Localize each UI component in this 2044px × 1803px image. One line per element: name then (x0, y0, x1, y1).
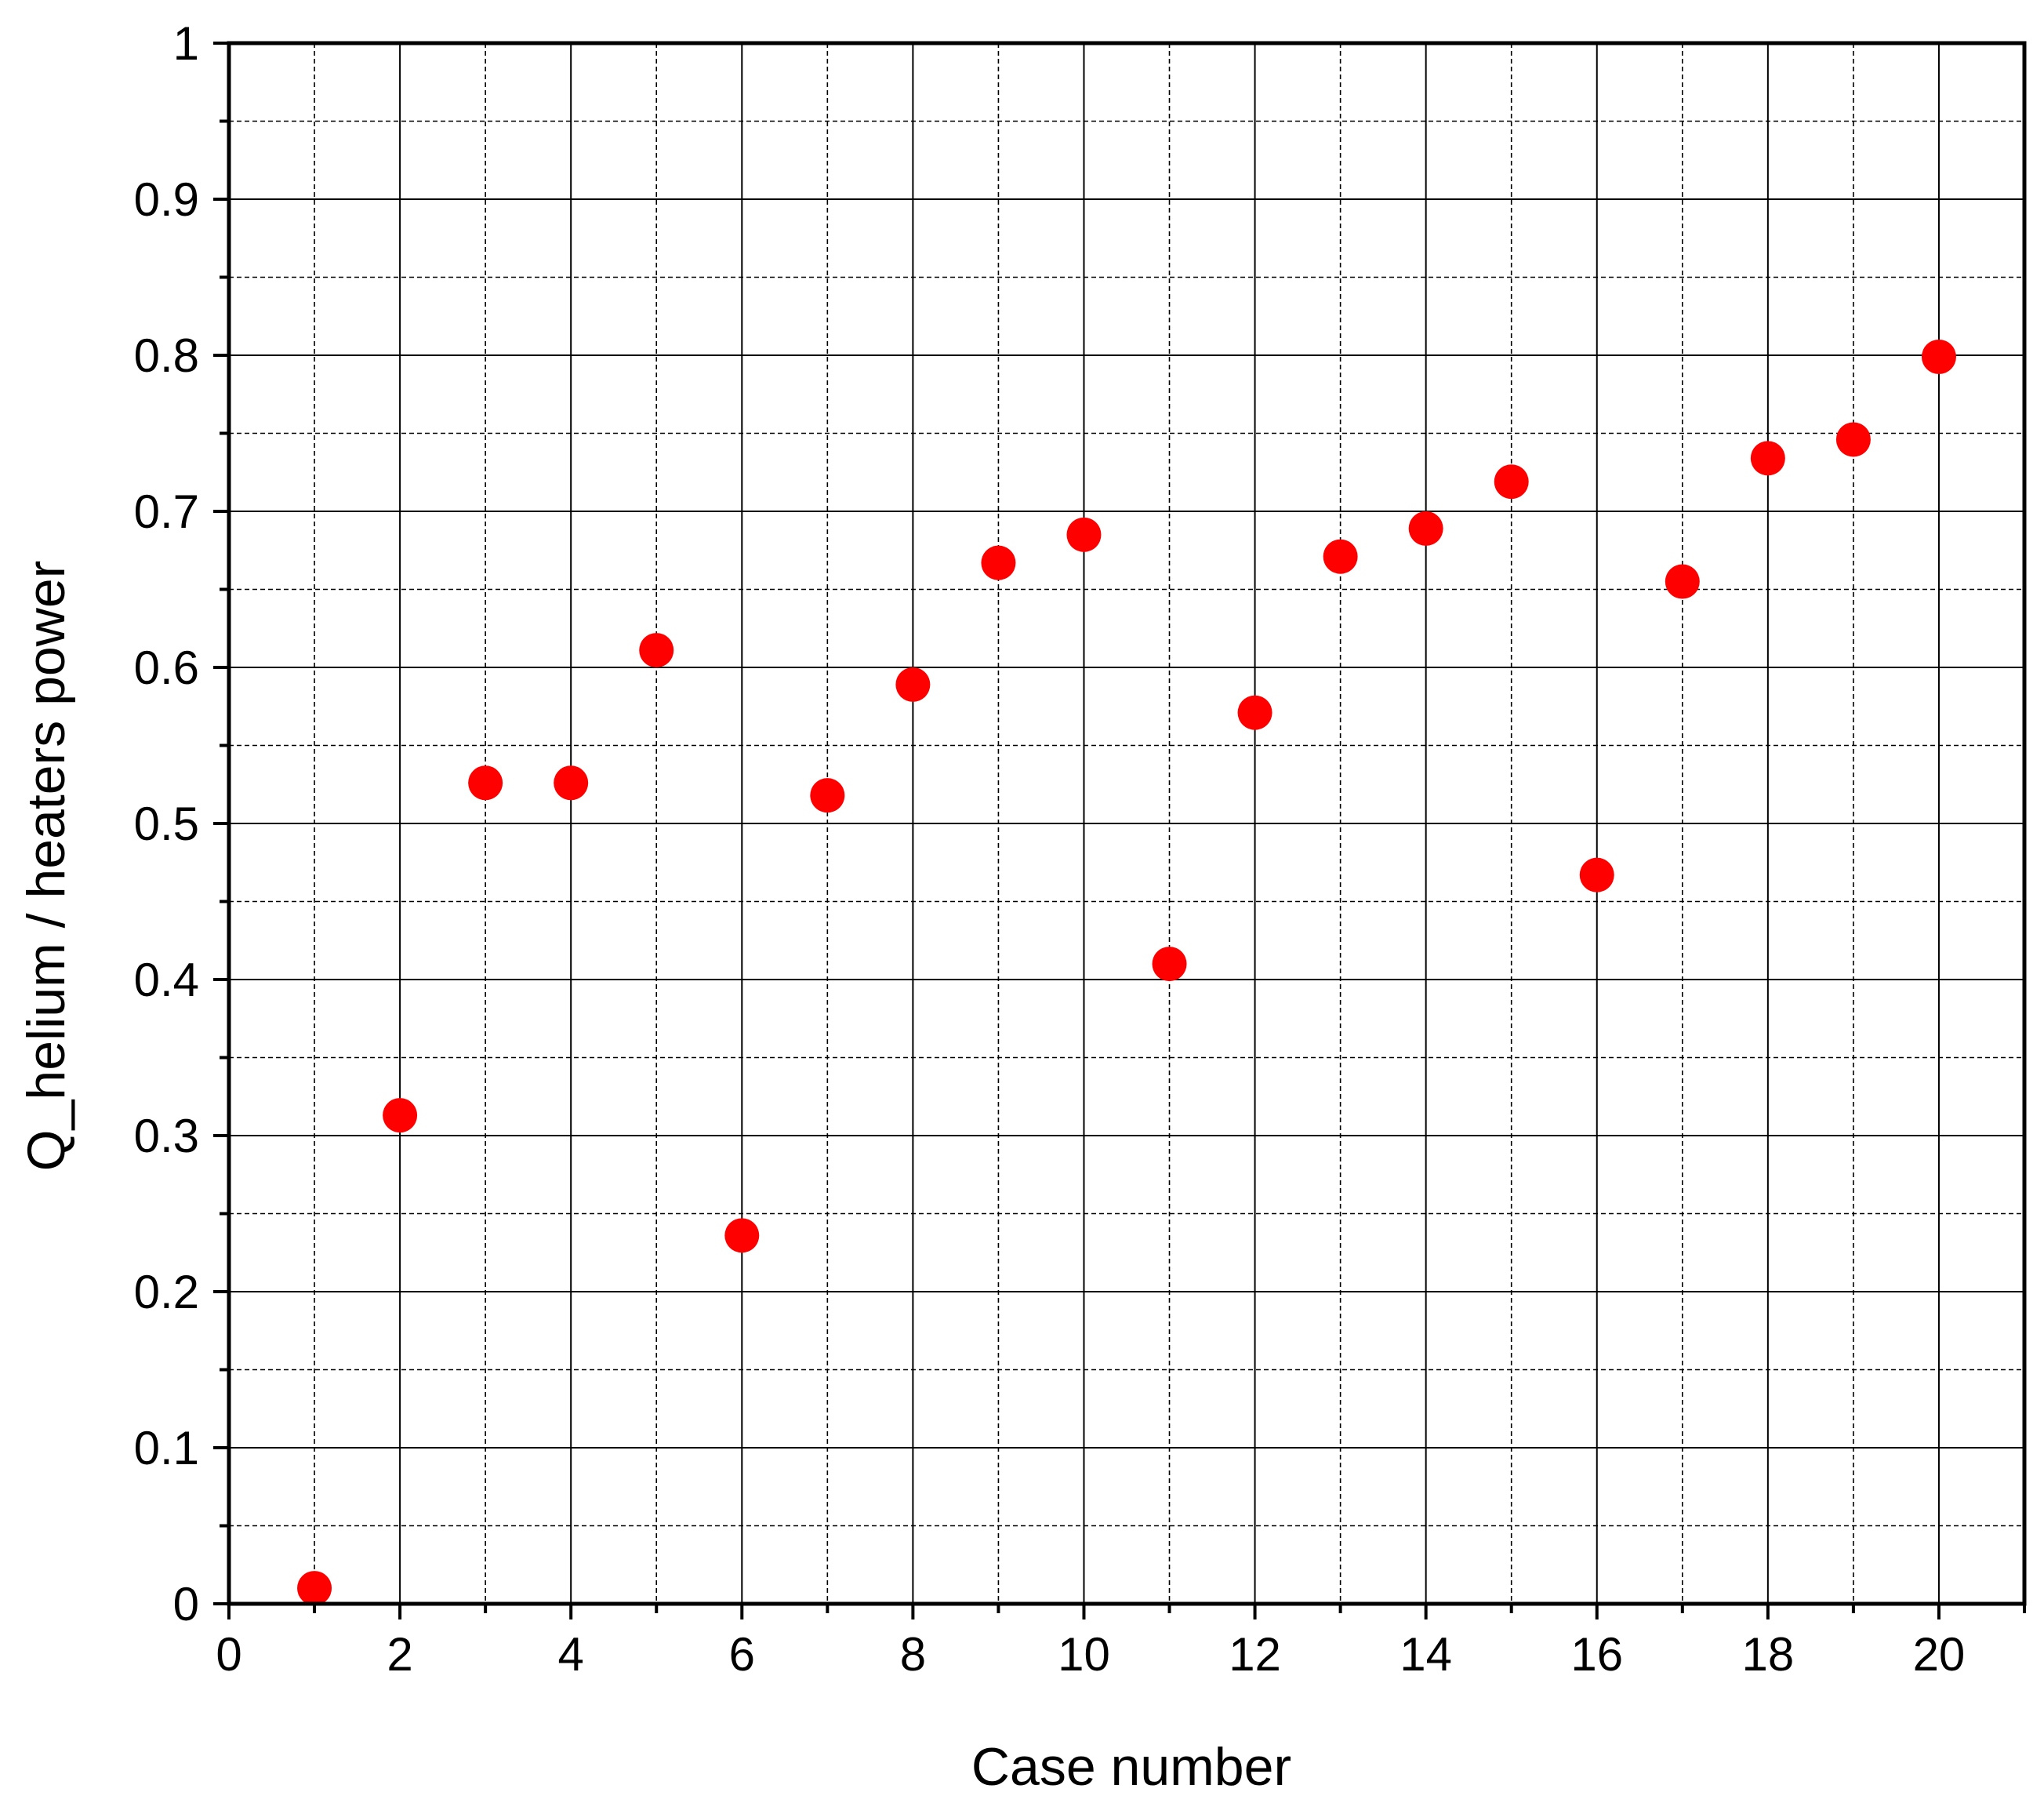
x-tick-label: 12 (1229, 1628, 1281, 1681)
data-point (383, 1098, 418, 1133)
y-tick-label: 0.8 (134, 329, 199, 382)
x-tick-label: 10 (1058, 1628, 1110, 1681)
y-tick-label: 0.3 (134, 1110, 199, 1162)
x-tick-label: 18 (1741, 1628, 1794, 1681)
data-point (724, 1218, 760, 1253)
y-tick-label: 0.6 (134, 642, 199, 694)
data-point (1323, 539, 1358, 574)
grid (229, 43, 2024, 1604)
axis-ticks (213, 42, 2026, 1619)
data-point (1835, 422, 1871, 457)
x-tick-label: 6 (729, 1628, 755, 1681)
data-point (1494, 464, 1529, 500)
data-point (1921, 339, 1956, 374)
data-point (895, 667, 931, 702)
y-tick-label: 0.1 (134, 1422, 199, 1474)
x-tick-label: 2 (387, 1628, 412, 1681)
y-tick-label: 1 (173, 17, 199, 70)
x-tick-label: 4 (558, 1628, 584, 1681)
x-tick-label: 0 (216, 1628, 241, 1681)
data-point (554, 765, 589, 801)
data-points (297, 339, 1956, 1606)
data-point (981, 545, 1016, 580)
x-axis-title: Case number (971, 1737, 1291, 1797)
data-point (297, 1571, 332, 1606)
y-tick-label: 0.5 (134, 798, 199, 850)
y-tick-label: 0 (173, 1578, 199, 1630)
x-tick-label: 8 (900, 1628, 926, 1681)
data-point (468, 765, 503, 801)
x-tick-labels: 0 2 4 6 8 10 12 14 16 18 20 (216, 1628, 1965, 1681)
data-point (1750, 441, 1785, 476)
y-tick-label: 0.4 (134, 954, 199, 1006)
x-tick-label: 20 (1913, 1628, 1966, 1681)
data-point (639, 633, 674, 668)
data-point (1408, 511, 1443, 546)
y-tick-label: 0.2 (134, 1266, 199, 1318)
y-axis-title: Q_helium / heaters power (16, 561, 76, 1172)
data-point (1237, 695, 1273, 730)
y-tick-labels: 0 0.1 0.2 0.3 0.4 0.5 0.6 0.7 0.8 0.9 1 (134, 17, 199, 1630)
x-tick-label: 16 (1570, 1628, 1623, 1681)
data-point (1579, 857, 1614, 892)
y-tick-label: 0.7 (134, 485, 199, 538)
data-point (1066, 517, 1102, 552)
data-point (810, 778, 845, 813)
x-tick-label: 14 (1400, 1628, 1452, 1681)
y-tick-label: 0.9 (134, 173, 199, 226)
data-point (1152, 947, 1187, 982)
data-point (1665, 564, 1700, 599)
